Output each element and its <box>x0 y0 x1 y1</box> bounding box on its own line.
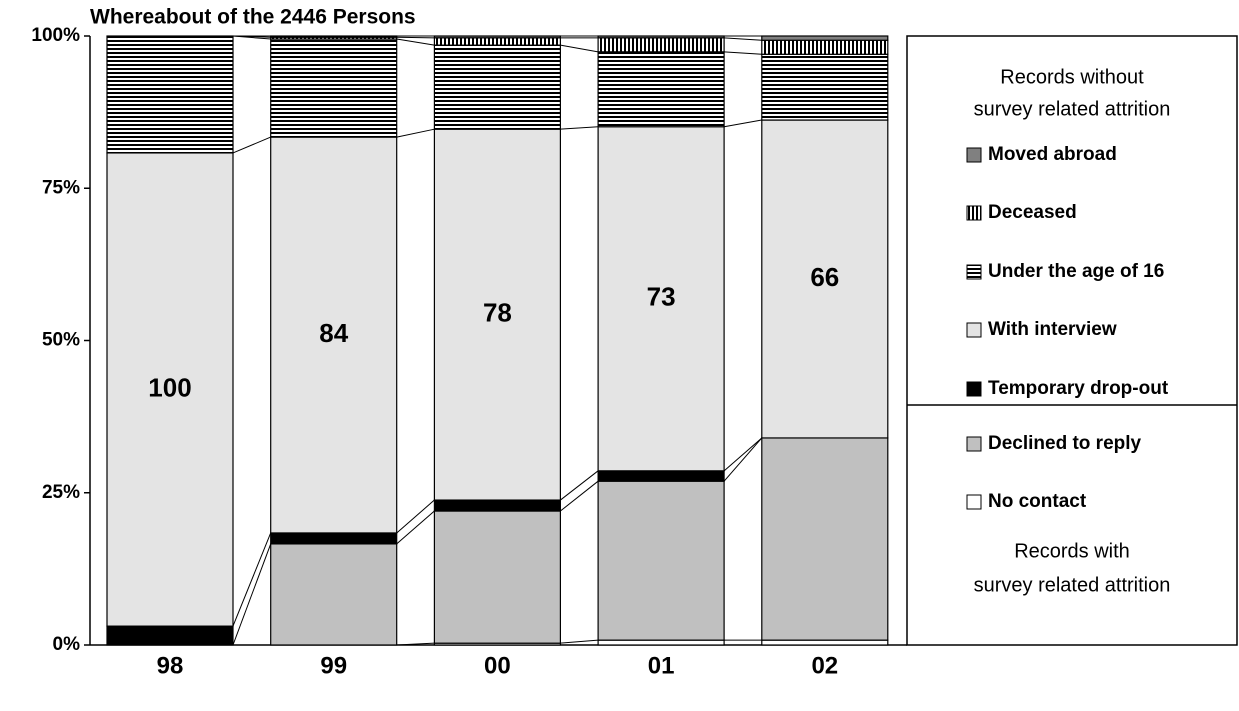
series-connector <box>560 480 599 512</box>
x-tick-label: 99 <box>320 652 347 679</box>
legend-box <box>906 35 1238 646</box>
series-connector <box>396 510 435 545</box>
legend-label: No contact <box>988 491 1087 512</box>
bar-segment <box>270 35 398 38</box>
bar-segment <box>597 35 725 39</box>
legend-swatch <box>966 322 982 338</box>
bar-segment <box>106 625 234 646</box>
legend-swatch <box>966 147 982 163</box>
bar-label: 66 <box>810 262 839 292</box>
series-connector <box>560 126 599 130</box>
bar-segment <box>270 532 398 545</box>
bar-label: 84 <box>319 318 348 348</box>
legend-header: Records without <box>1000 66 1144 88</box>
bar-segment <box>270 38 398 138</box>
bar-segment <box>433 35 561 39</box>
legend-swatch <box>966 494 982 510</box>
series-connector <box>396 642 435 646</box>
bar-segment <box>106 152 234 627</box>
bar-segment <box>597 480 725 641</box>
series-connector <box>723 437 763 472</box>
bar-segment <box>433 44 561 130</box>
legend-label: Declined to reply <box>988 433 1142 454</box>
series-connector <box>396 499 435 534</box>
bar-label: 78 <box>483 297 512 327</box>
x-tick-label: 01 <box>648 652 675 679</box>
legend-swatch <box>966 381 982 397</box>
series-connector <box>724 119 762 128</box>
series-connector <box>560 44 599 53</box>
legend-swatch <box>966 205 982 221</box>
bar-segment <box>597 470 725 482</box>
bar-segment <box>433 37 561 46</box>
legend-label: Under the age of 16 <box>988 261 1164 282</box>
series-connector <box>723 437 763 482</box>
bar-segment <box>761 35 889 41</box>
legend-swatch <box>966 264 982 280</box>
series-connector <box>560 639 599 644</box>
bar-segment <box>597 51 725 128</box>
series-connector <box>724 51 762 55</box>
bar-segment <box>761 437 889 641</box>
bar-label: 100 <box>148 372 191 402</box>
y-tick-label: 75% <box>42 177 80 198</box>
bar-segment <box>597 639 725 646</box>
series-connector <box>396 38 435 46</box>
bar-segment <box>761 639 889 646</box>
y-tick-label: 100% <box>31 25 80 46</box>
series-connector <box>232 136 271 154</box>
bar-segment <box>270 136 398 534</box>
bar-segment <box>106 35 234 154</box>
bar-segment <box>433 128 561 501</box>
bar-segment <box>761 53 889 121</box>
x-tick-label: 02 <box>811 652 838 679</box>
legend-label: Temporary drop-out <box>988 378 1169 399</box>
bar-label: 73 <box>647 282 676 312</box>
legend-label: With interview <box>988 319 1117 340</box>
y-tick-label: 25% <box>42 482 80 503</box>
legend-label: Deceased <box>988 202 1077 223</box>
bar-segment <box>597 126 725 472</box>
x-tick-label: 98 <box>157 652 184 679</box>
legend-header: survey related attrition <box>974 98 1171 120</box>
series-connector <box>724 37 762 41</box>
bar-segment <box>597 37 725 53</box>
legend-label: Moved abroad <box>988 144 1117 165</box>
legend-footer: Records with <box>1014 540 1130 562</box>
bar-segment <box>761 39 889 55</box>
series-connector <box>232 543 272 646</box>
series-connector <box>396 128 435 138</box>
series-connector <box>232 532 272 627</box>
series-connector <box>560 470 599 501</box>
bar-segment <box>433 510 561 644</box>
bar-segment <box>761 119 889 439</box>
series-connector <box>396 36 435 39</box>
bar-segment <box>270 543 398 646</box>
chart-title: Whereabout of the 2446 Persons <box>90 6 416 29</box>
bar-segment <box>433 499 561 512</box>
legend-footer: survey related attrition <box>974 574 1171 596</box>
y-tick-label: 50% <box>42 330 80 351</box>
y-tick-label: 0% <box>53 634 81 655</box>
x-tick-label: 00 <box>484 652 511 679</box>
legend-swatch <box>966 436 982 452</box>
